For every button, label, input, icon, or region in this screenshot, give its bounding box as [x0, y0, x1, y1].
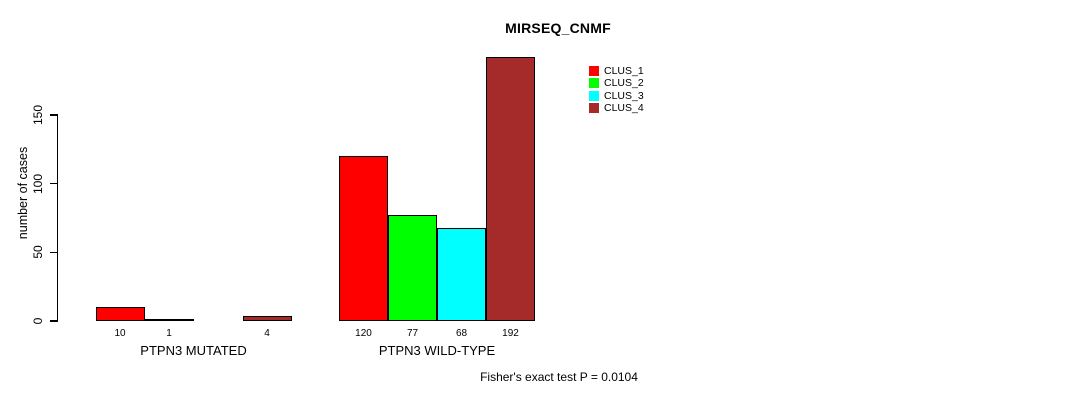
legend-label: CLUS_4	[604, 102, 644, 115]
legend-label: CLUS_2	[604, 77, 644, 90]
bar-value-label: 4	[264, 328, 270, 339]
y-tick-label: 0	[31, 317, 45, 325]
y-tick-mark	[49, 182, 58, 185]
y-axis-line	[57, 115, 59, 321]
legend-entry-clus_2: CLUS_2	[589, 77, 644, 89]
y-tick-label: 150	[31, 104, 45, 126]
bar-clus-1-group-1	[95, 307, 145, 321]
y-tick-label: 100	[31, 173, 45, 194]
chart-title: MIRSEQ_CNMF	[505, 20, 611, 36]
legend-entry-clus_4: CLUS_4	[589, 102, 644, 114]
y-tick-label: 50	[31, 245, 45, 260]
legend-entry-clus_1: CLUS_1	[589, 65, 644, 77]
bar-clus-2-group-1	[144, 319, 194, 321]
legend-entry-clus_3: CLUS_3	[589, 90, 644, 102]
bar-clus-4-group-2	[486, 57, 535, 321]
y-tick-mark	[49, 114, 58, 116]
y-tick-mark	[49, 320, 58, 322]
legend-label: CLUS_1	[604, 65, 644, 78]
bar-clus-3-group-2	[437, 227, 486, 321]
bar-clus-4-group-1	[242, 315, 292, 321]
category-label-1: PTPN3 MUTATED	[140, 343, 247, 358]
y-axis-label: number of cases	[16, 146, 30, 240]
bar-value-label: 120	[355, 328, 372, 339]
fisher-test-annotation: Fisher's exact test P = 0.0104	[480, 370, 638, 384]
bar-clus-1-group-2	[339, 156, 388, 321]
bar-value-label: 68	[455, 328, 468, 339]
legend-swatch-icon	[589, 78, 599, 89]
bar-value-label: 10	[114, 328, 126, 339]
bar-value-label: 192	[502, 328, 519, 339]
legend-swatch-icon	[589, 90, 599, 101]
category-label-2: PTPN3 WILD-TYPE	[378, 343, 496, 358]
bar-value-label: 1	[166, 328, 172, 339]
legend-swatch-icon	[589, 66, 599, 77]
legend-swatch-icon	[589, 103, 599, 114]
bar-clus-2-group-2	[388, 215, 437, 321]
bar-value-label: 77	[406, 328, 419, 339]
legend-label: CLUS_3	[604, 89, 644, 102]
y-tick-mark	[49, 251, 58, 254]
legend: CLUS_1 CLUS_2 CLUS_3 CLUS_4	[589, 65, 644, 114]
